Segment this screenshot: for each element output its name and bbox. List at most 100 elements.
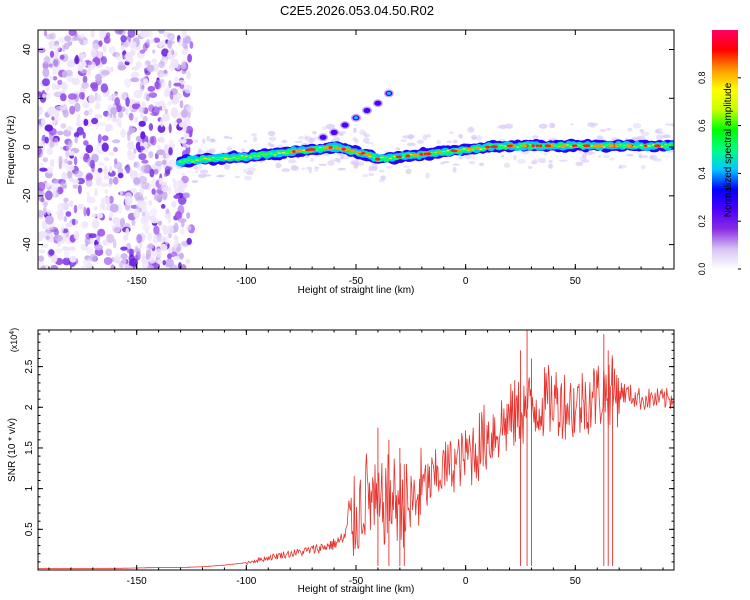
noise-blob	[164, 235, 169, 245]
ridge-mark	[516, 146, 520, 148]
faint-blob	[653, 158, 662, 162]
noise-blob	[114, 97, 120, 106]
faint-blob	[244, 175, 252, 181]
ridge-mark	[240, 155, 244, 157]
noise-blob	[86, 246, 94, 255]
noise-blob	[101, 142, 109, 152]
noise-blob	[167, 32, 176, 41]
noise-blob	[158, 30, 165, 34]
faint-blob	[307, 140, 314, 144]
y-tick-label: 1.5	[24, 441, 35, 455]
noise-blob	[128, 125, 133, 135]
faint-blob	[581, 159, 590, 163]
noise-blob	[59, 103, 68, 111]
noise-blob	[116, 104, 122, 113]
noise-blob	[124, 195, 133, 206]
faint-blob	[476, 135, 483, 142]
noise-blob	[60, 123, 67, 129]
faint-blob	[639, 155, 649, 159]
noise-blob	[45, 182, 51, 188]
noise-blob	[38, 124, 43, 130]
faint-blob	[380, 175, 386, 181]
noise-blob	[158, 177, 163, 185]
noise-blob	[91, 84, 99, 92]
noise-blob	[44, 190, 53, 201]
noise-blob	[108, 151, 115, 156]
faint-blob	[649, 155, 655, 159]
noise-blob	[173, 255, 181, 261]
noise-blob	[167, 159, 177, 168]
noise-blob	[133, 177, 141, 185]
ridge-mark	[215, 158, 220, 160]
noise-blob	[131, 219, 136, 227]
ridge-mark	[269, 153, 273, 154]
noise-blob	[51, 116, 55, 121]
y-tick-label: 0.5	[24, 522, 35, 536]
noise-blob	[110, 107, 118, 115]
noise-blob	[155, 248, 162, 258]
faint-blob	[321, 125, 327, 130]
noise-blob	[74, 136, 78, 144]
ridge-mark	[372, 157, 376, 159]
noise-blob	[61, 82, 67, 90]
faint-blob	[368, 165, 373, 172]
noise-blob	[171, 201, 177, 208]
faint-blob	[191, 179, 199, 183]
noise-blob	[186, 212, 191, 219]
noise-blob	[38, 47, 46, 53]
noise-blob	[168, 123, 172, 134]
noise-blob	[138, 153, 147, 161]
noise-blob	[90, 30, 95, 38]
faint-blob	[308, 169, 312, 174]
noise-blob	[45, 86, 50, 92]
noise-blob	[77, 65, 84, 72]
ridge-mark	[499, 144, 504, 146]
faint-blob	[400, 139, 407, 142]
faint-blob	[340, 167, 346, 171]
noise-blob	[64, 249, 70, 259]
faint-blob	[501, 154, 505, 158]
noise-blob	[128, 112, 134, 121]
noise-blob	[146, 64, 155, 73]
faint-blob	[606, 127, 612, 131]
noise-blob	[74, 102, 81, 113]
noise-blob	[140, 131, 146, 140]
faint-blob	[197, 173, 207, 178]
noise-blob	[52, 57, 61, 68]
noise-blob	[54, 234, 63, 242]
noise-blob	[86, 60, 93, 66]
ridge-peak	[484, 145, 491, 149]
noise-blob	[91, 213, 97, 218]
noise-blob	[178, 38, 184, 47]
noise-blob	[80, 53, 86, 60]
faint-blob	[333, 136, 340, 142]
noise-blob	[77, 203, 85, 210]
y-tick-label: 0	[22, 144, 33, 150]
faint-blob	[449, 131, 454, 134]
ridge-peak	[305, 148, 311, 152]
ridge-peak	[597, 144, 605, 148]
faint-blob	[637, 135, 646, 141]
noise-blob	[74, 56, 80, 65]
noise-blob	[96, 213, 104, 219]
faint-blob	[548, 163, 553, 169]
noise-blob	[38, 262, 41, 268]
faint-blob	[469, 160, 475, 165]
faint-blob	[310, 157, 315, 163]
noise-blob	[72, 184, 79, 189]
noise-blob	[110, 66, 114, 73]
ridge-mark	[183, 160, 187, 162]
noise-blob	[153, 225, 160, 235]
noise-blob	[123, 234, 129, 242]
faint-blob	[325, 123, 335, 130]
faint-blob	[537, 157, 547, 163]
noise-blob	[107, 112, 111, 122]
noise-blob	[62, 232, 67, 238]
noise-blob	[39, 167, 48, 172]
faint-blob	[416, 139, 424, 144]
noise-blob	[148, 200, 153, 206]
faint-blob	[337, 130, 347, 135]
faint-blob	[334, 157, 341, 163]
noise-blob	[110, 264, 115, 269]
noise-blob	[120, 253, 128, 260]
